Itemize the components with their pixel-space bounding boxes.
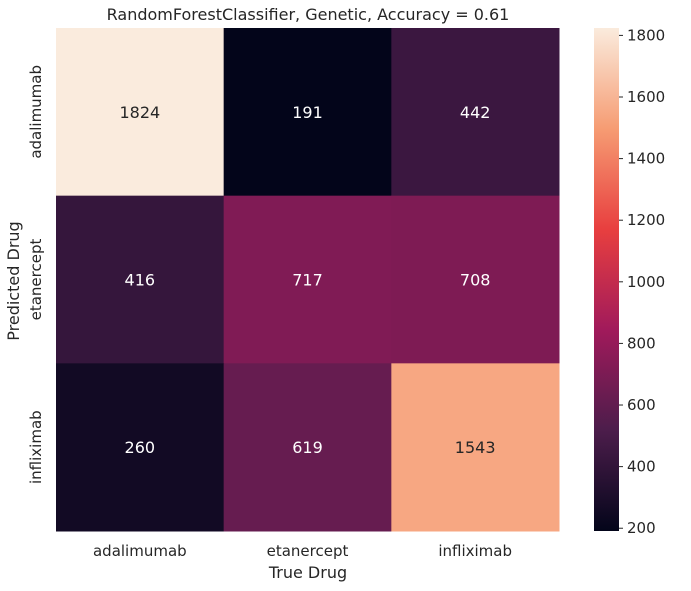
cell-value-label: 191	[292, 103, 323, 122]
chart-title: RandomForestClassifier, Genetic, Accurac…	[107, 5, 510, 24]
heatmap-cell	[223, 195, 392, 364]
y-tick-labels: adalimumab etanercept infliximab	[27, 65, 45, 484]
heatmap-cell-labels: 1824 191 442 416 717 708 260 619 1543	[119, 103, 495, 457]
colorbar-tick-label: 600	[627, 396, 656, 414]
x-tick-labels: adalimumab etanercept infliximab	[93, 542, 512, 560]
colorbar-ticks: 200 400 600 800 1000 1200 1400 1600 1800	[619, 26, 665, 537]
colorbar-tick-label: 200	[627, 519, 656, 537]
heatmap-cell	[56, 195, 225, 364]
y-tick-label: infliximab	[27, 410, 45, 484]
colorbar-tick-label: 800	[627, 334, 656, 352]
heatmap-cell	[56, 28, 225, 197]
heatmap-cell	[391, 195, 560, 364]
heatmap-cell	[391, 363, 560, 532]
y-tick-label: etanercept	[27, 239, 45, 321]
colorbar-tick-label: 1400	[627, 150, 665, 168]
x-axis-label: True Drug	[268, 563, 347, 582]
cell-value-label: 619	[292, 438, 323, 457]
heatmap-cells	[56, 28, 560, 532]
x-tick-label: adalimumab	[93, 542, 187, 560]
heatmap-cell	[223, 363, 392, 532]
cell-value-label: 708	[460, 271, 491, 290]
heatmap-cell	[391, 28, 560, 197]
colorbar-tick-label: 400	[627, 458, 656, 476]
colorbar-tick-label: 1000	[627, 273, 665, 291]
colorbar	[594, 28, 619, 531]
colorbar-tick-label: 1600	[627, 88, 665, 106]
heatmap-cell	[56, 363, 225, 532]
cell-value-label: 260	[125, 438, 156, 457]
colorbar-tick-label: 1800	[627, 26, 665, 44]
x-tick-label: etanercept	[267, 542, 349, 560]
cell-value-label: 442	[460, 103, 491, 122]
cell-value-label: 416	[125, 271, 156, 290]
cell-value-label: 1824	[119, 103, 160, 122]
y-tick-label: adalimumab	[27, 65, 45, 159]
y-axis-label: Predicted Drug	[4, 221, 23, 340]
colorbar-tick-label: 1200	[627, 211, 665, 229]
x-tick-label: infliximab	[438, 542, 512, 560]
heatmap-cell	[223, 28, 392, 197]
cell-value-label: 1543	[455, 438, 496, 457]
cell-value-label: 717	[292, 271, 323, 290]
